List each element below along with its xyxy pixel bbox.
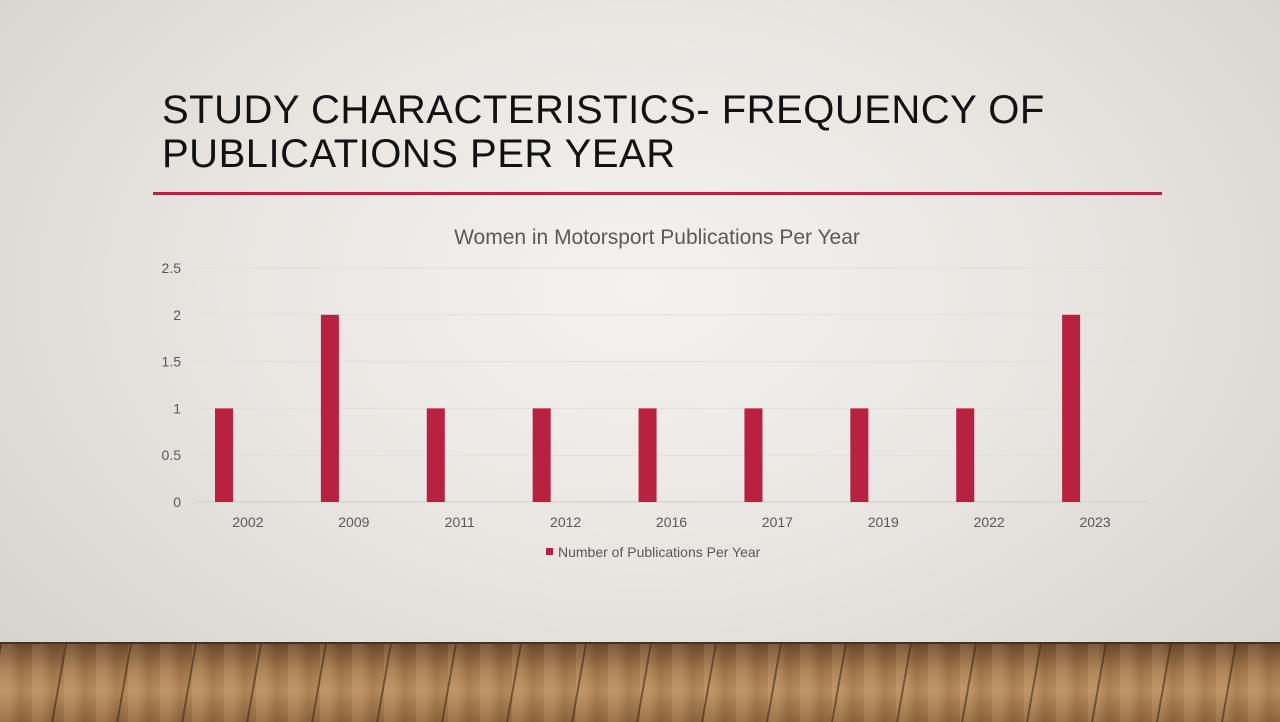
bar-2023 (1062, 314, 1081, 502)
chart-title: Women in Motorsport Publications Per Yea… (454, 226, 860, 249)
bar-2011 (426, 408, 445, 502)
x-tick-label: 2023 (1079, 514, 1110, 530)
x-axis-ticks: 2002 2009 2011 2012 2016 2017 2019 2022 2023 (232, 514, 1110, 530)
y-tick-label: 1 (173, 400, 181, 416)
x-tick-label: 2017 (762, 514, 793, 530)
y-tick-label: 0 (173, 494, 181, 510)
bar-chart: Women in Motorsport Publications Per Yea… (162, 226, 1148, 560)
legend-label: Number of Publications Per Year (558, 544, 761, 560)
bar-2002 (215, 408, 233, 502)
bars (215, 314, 1081, 502)
y-axis-ticks: 0 0.5 1 1.5 2 2.5 (162, 260, 182, 510)
legend-swatch (546, 548, 553, 555)
x-tick-label: 2012 (550, 514, 581, 530)
y-tick-label: 0.5 (162, 447, 182, 463)
slide-title-line-2: PUBLICATIONS PER YEAR (162, 132, 676, 176)
bar-2022 (956, 408, 975, 502)
slide-title: STUDY CHARACTERISTICS- FREQUENCY OF PUBL… (162, 88, 1162, 176)
y-tick-label: 2.5 (162, 260, 182, 276)
x-tick-label: 2009 (338, 514, 369, 530)
gridlines (195, 267, 1148, 503)
x-tick-label: 2016 (656, 514, 687, 530)
x-tick-label: 2022 (974, 514, 1005, 530)
x-tick-label: 2011 (445, 514, 475, 530)
bar-2009 (320, 314, 339, 502)
x-tick-label: 2019 (868, 514, 899, 530)
y-tick-label: 1.5 (162, 354, 182, 370)
y-tick-label: 2 (173, 307, 181, 323)
slide-title-line-1: STUDY CHARACTERISTICS- FREQUENCY OF (162, 88, 1045, 132)
bar-2016 (638, 408, 657, 502)
bar-2019 (850, 408, 869, 502)
wooden-floor (0, 642, 1280, 722)
title-underline (153, 192, 1162, 195)
bar-2017 (744, 408, 763, 502)
legend: Number of Publications Per Year (546, 544, 761, 560)
x-tick-label: 2002 (232, 514, 263, 530)
bar-2012 (532, 408, 551, 502)
